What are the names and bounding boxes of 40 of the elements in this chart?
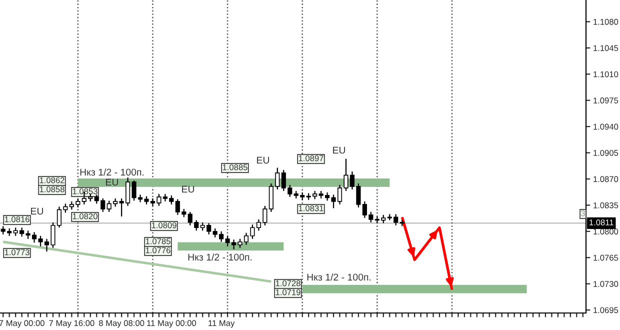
y-tick-label: 1.0695 — [594, 307, 618, 314]
y-tick-label: 1.0765 — [594, 254, 618, 261]
x-tick-label: 7 May 16:00 — [49, 320, 94, 328]
annotation: 1.0862 — [40, 177, 64, 184]
x-tick-label: 8 May 08:00 — [98, 320, 144, 328]
annotation: Нкз 1/2 - 100п. — [80, 168, 144, 176]
line-series — [400, 216, 454, 292]
annotation: EU — [257, 156, 269, 164]
y-tick-label: 1.0940 — [594, 124, 618, 130]
y-tick-label: 1.0835 — [594, 202, 618, 208]
annotation: 1.0897 — [298, 155, 324, 162]
annotation: Нкз 1/2 - 100п. — [188, 253, 252, 261]
y-tick-label: 1.0905 — [594, 150, 618, 156]
y-tick-label: 1.1045 — [594, 45, 618, 52]
y-tick-label: 1.0730 — [594, 280, 618, 287]
annotation: 1.0773 — [4, 249, 30, 256]
annotation: Нкз 1/2 - 100п. — [307, 273, 371, 281]
annotation: 1.0853 — [72, 188, 98, 194]
annotation: 1.0719 — [276, 289, 300, 296]
x-tick-label: 11 May 00:00 — [147, 320, 196, 328]
annotation: 1.0776 — [146, 247, 170, 254]
annotation: 1.0785 — [146, 238, 170, 244]
x-tick-label: 11 May — [208, 320, 235, 328]
annotation: 3 — [581, 210, 585, 216]
annotation: 1.0820 — [72, 213, 98, 220]
annotation: EU — [31, 208, 43, 215]
y-tick-label: 1.1080 — [594, 18, 618, 25]
annotation: 1.0809 — [152, 222, 176, 228]
annotation: 1.0831 — [298, 205, 324, 212]
annotation: EU — [182, 186, 194, 193]
y-tick-label: 1.1010 — [594, 71, 618, 78]
ref-line-label: 1.0811 — [590, 219, 614, 226]
y-tick-label: 1.0975 — [594, 98, 618, 104]
annotation: 1.0885 — [222, 164, 248, 170]
y-tick-label: 1.0870 — [594, 176, 618, 182]
annotation: EU — [106, 178, 118, 186]
annotation: 1.0816 — [4, 216, 30, 222]
annotation: 1.0728 — [276, 280, 300, 286]
annotation: EU — [333, 146, 345, 154]
annotation: 1.0858 — [40, 186, 64, 192]
